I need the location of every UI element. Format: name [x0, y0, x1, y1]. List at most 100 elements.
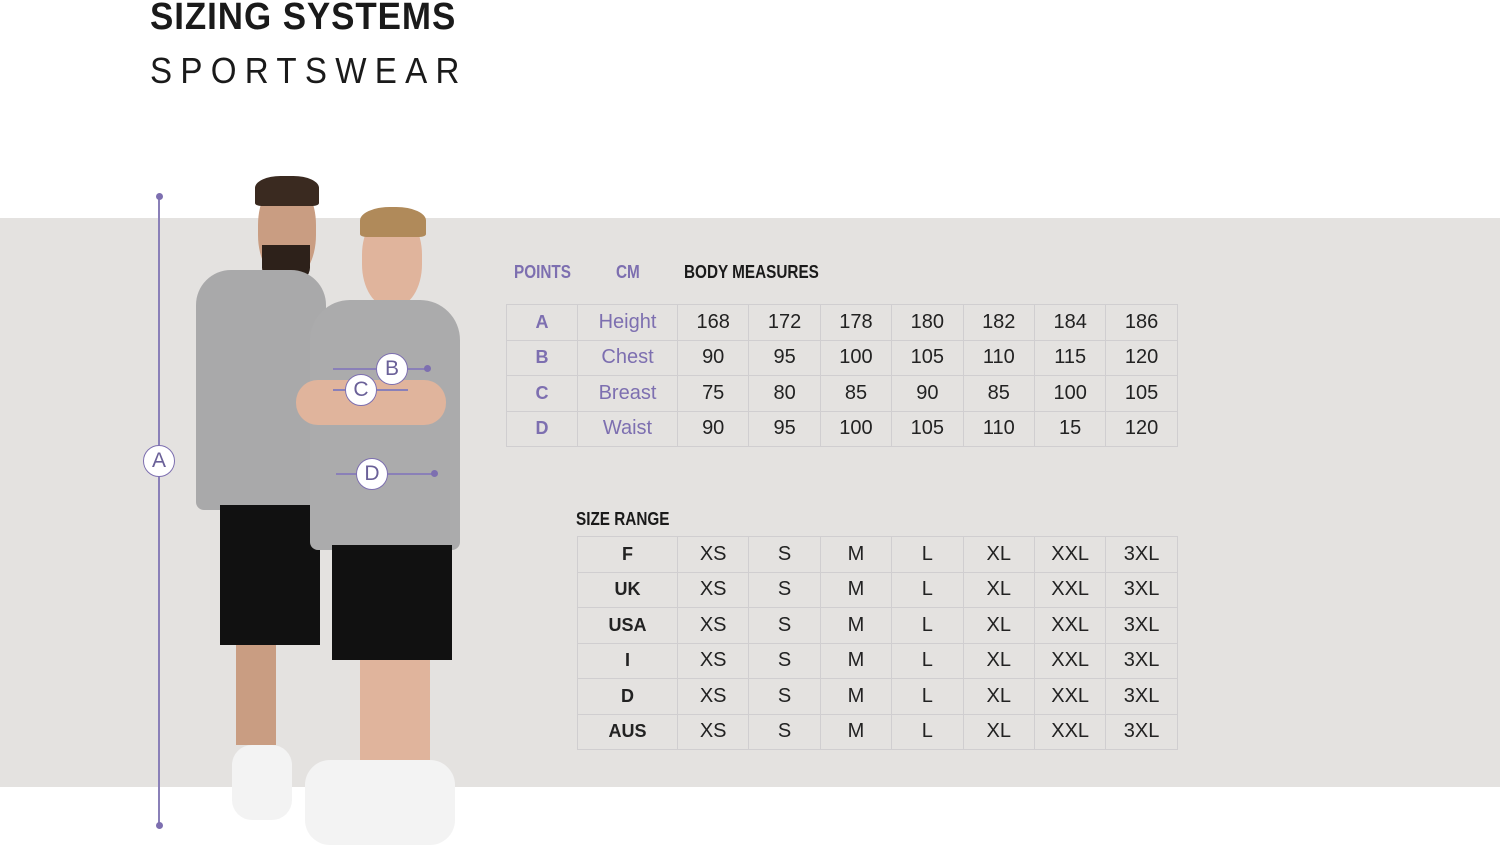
value-cell: 178: [819, 304, 893, 341]
size-cell: XS: [676, 642, 750, 679]
size-cell: XL: [962, 642, 1035, 679]
size-system-cell: USA: [577, 607, 678, 644]
value-cell: 110: [962, 410, 1035, 447]
value-cell: 110: [962, 339, 1035, 376]
value-cell: 90: [891, 375, 964, 412]
value-cell: 95: [748, 410, 821, 447]
size-cell: XL: [962, 678, 1035, 715]
value-cell: 184: [1033, 304, 1107, 341]
size-cell: L: [891, 571, 964, 608]
value-cell: 120: [1105, 410, 1178, 447]
size-cell: S: [748, 571, 821, 608]
value-cell: 105: [891, 339, 964, 376]
value-cell: 172: [748, 304, 821, 341]
value-cell: 100: [819, 339, 893, 376]
table-row: UK XS S M L XL XXL 3XL: [577, 571, 1178, 608]
size-cell: XXL: [1033, 713, 1107, 750]
size-cell: L: [891, 536, 964, 573]
size-cell: 3XL: [1105, 642, 1178, 679]
size-cell: S: [748, 678, 821, 715]
point-cell: C: [506, 375, 578, 412]
value-cell: 186: [1105, 304, 1178, 341]
size-cell: M: [819, 642, 893, 679]
size-cell: XXL: [1033, 607, 1107, 644]
measure-label: Breast: [577, 375, 678, 412]
page-title: SIZING SYSTEMS: [150, 0, 457, 38]
value-cell: 90: [676, 339, 750, 376]
value-cell: 80: [748, 375, 821, 412]
size-cell: 3XL: [1105, 607, 1178, 644]
body-measures-header: BODY MEASURES: [684, 262, 819, 282]
size-cell: XS: [676, 607, 750, 644]
value-cell: 100: [1033, 375, 1107, 412]
size-cell: XL: [962, 607, 1035, 644]
measure-label: Waist: [577, 410, 678, 447]
table-row: F XS S M L XL XXL 3XL: [577, 536, 1178, 573]
points-header: POINTS: [514, 262, 571, 282]
point-cell: A: [506, 304, 578, 341]
table-row: C Breast 75 80 85 90 85 100 105: [506, 375, 1178, 412]
table-row: D XS S M L XL XXL 3XL: [577, 678, 1178, 715]
body-measures-table: A Height 168 172 178 180 182 184 186 B Chest 90 95 10…: [506, 304, 1178, 447]
value-cell: 85: [962, 375, 1035, 412]
size-cell: 3XL: [1105, 536, 1178, 573]
height-top-dot: [156, 193, 163, 200]
marker-d: D: [356, 458, 388, 490]
size-cell: M: [819, 571, 893, 608]
height-line: [158, 196, 160, 826]
size-system-cell: F: [577, 536, 678, 573]
size-cell: L: [891, 713, 964, 750]
page-subtitle: SPORTSWEAR: [150, 50, 468, 91]
size-system-cell: D: [577, 678, 678, 715]
size-cell: L: [891, 607, 964, 644]
size-range-header: SIZE RANGE: [576, 509, 670, 529]
size-cell: XL: [962, 571, 1035, 608]
size-system-cell: AUS: [577, 713, 678, 750]
size-cell: XS: [676, 571, 750, 608]
value-cell: 75: [676, 375, 750, 412]
size-cell: M: [819, 607, 893, 644]
size-cell: XXL: [1033, 678, 1107, 715]
value-cell: 95: [748, 339, 821, 376]
size-cell: S: [748, 642, 821, 679]
size-cell: L: [891, 642, 964, 679]
size-cell: S: [748, 536, 821, 573]
size-cell: M: [819, 678, 893, 715]
value-cell: 100: [819, 410, 893, 447]
size-cell: L: [891, 678, 964, 715]
size-cell: M: [819, 713, 893, 750]
measure-label: Height: [577, 304, 678, 341]
cm-header: CM: [616, 262, 640, 282]
table-row: AUS XS S M L XL XXL 3XL: [577, 713, 1178, 750]
value-cell: 105: [1105, 375, 1178, 412]
marker-c: C: [345, 374, 377, 406]
table-row: I XS S M L XL XXL 3XL: [577, 642, 1178, 679]
size-cell: 3XL: [1105, 571, 1178, 608]
size-cell: XXL: [1033, 536, 1107, 573]
size-cell: XS: [676, 713, 750, 750]
size-cell: XL: [962, 536, 1035, 573]
value-cell: 120: [1105, 339, 1178, 376]
size-cell: S: [748, 607, 821, 644]
table-row: B Chest 90 95 100 105 110 115 120: [506, 339, 1178, 376]
marker-b: B: [376, 353, 408, 385]
size-system-cell: I: [577, 642, 678, 679]
size-cell: XS: [676, 678, 750, 715]
size-cell: 3XL: [1105, 678, 1178, 715]
size-cell: XL: [962, 713, 1035, 750]
size-cell: XXL: [1033, 571, 1107, 608]
size-cell: 3XL: [1105, 713, 1178, 750]
height-bottom-dot: [156, 822, 163, 829]
value-cell: 182: [962, 304, 1035, 341]
chest-dot: [424, 365, 431, 372]
measure-label: Chest: [577, 339, 678, 376]
size-cell: S: [748, 713, 821, 750]
size-cell: XXL: [1033, 642, 1107, 679]
table-row: D Waist 90 95 100 105 110 15 120: [506, 410, 1178, 447]
value-cell: 15: [1033, 410, 1107, 447]
value-cell: 85: [819, 375, 893, 412]
value-cell: 90: [676, 410, 750, 447]
point-cell: B: [506, 339, 578, 376]
size-cell: XS: [676, 536, 750, 573]
value-cell: 115: [1033, 339, 1107, 376]
